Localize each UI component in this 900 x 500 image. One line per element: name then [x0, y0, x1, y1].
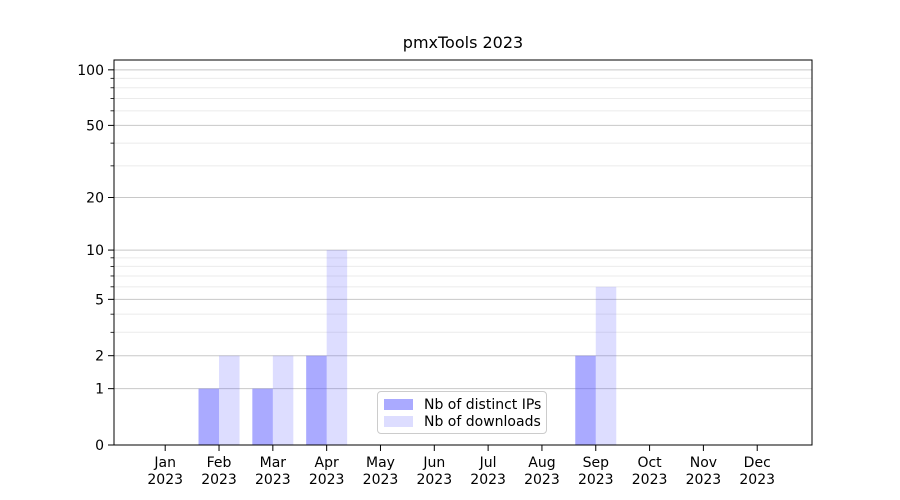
bar-sep-distinct-ips	[575, 355, 596, 445]
x-tick-label-apr: Apr 2023	[309, 455, 345, 488]
legend-label-downloads: Nb of downloads	[424, 413, 541, 430]
x-tick-label-jun: Jun 2023	[416, 455, 452, 488]
x-tick-label-may: May 2023	[363, 455, 399, 488]
y-tick-label-10: 10	[86, 243, 104, 259]
x-tick-label-sep: Sep 2023	[578, 455, 614, 488]
bar-apr-downloads	[326, 250, 348, 445]
y-tick-label-20: 20	[86, 191, 104, 207]
chart-title: pmxTools 2023	[402, 33, 524, 52]
bar-sep-downloads	[595, 286, 617, 445]
x-tick-label-dec: Dec 2023	[739, 455, 775, 488]
bar-feb-distinct-ips	[198, 388, 220, 445]
x-tick-label-mar: Mar 2023	[255, 455, 291, 488]
legend: Nb of distinct IPs Nb of downloads	[377, 391, 547, 434]
y-tick-label-0: 0	[95, 438, 104, 454]
x-tick-label-jan: Jan 2023	[147, 455, 183, 488]
legend-label-distinct-ips: Nb of distinct IPs	[424, 396, 542, 413]
y-tick-label-50: 50	[86, 118, 104, 134]
y-tick-label-100: 100	[77, 63, 104, 79]
y-tick-label-2: 2	[95, 349, 104, 365]
legend-swatch-downloads	[384, 416, 413, 427]
legend-row-distinct-ips: Nb of distinct IPs	[384, 396, 546, 413]
bar-feb-downloads	[219, 355, 240, 445]
y-tick-label-1: 1	[95, 382, 104, 398]
x-tick-label-feb: Feb 2023	[201, 455, 237, 488]
x-tick-label-jul: Jul 2023	[470, 455, 506, 488]
bar-mar-distinct-ips	[252, 388, 273, 445]
plot-border	[113, 59, 813, 446]
bar-apr-distinct-ips	[306, 355, 327, 445]
y-tick-label-5: 5	[95, 292, 104, 308]
x-tick-label-nov: Nov 2023	[686, 455, 722, 488]
legend-swatch-distinct-ips	[384, 399, 413, 410]
legend-row-downloads: Nb of downloads	[384, 413, 546, 430]
x-tick-label-oct: Oct 2023	[632, 455, 668, 488]
x-tick-label-aug: Aug 2023	[524, 455, 560, 488]
bar-mar-downloads	[272, 355, 294, 445]
